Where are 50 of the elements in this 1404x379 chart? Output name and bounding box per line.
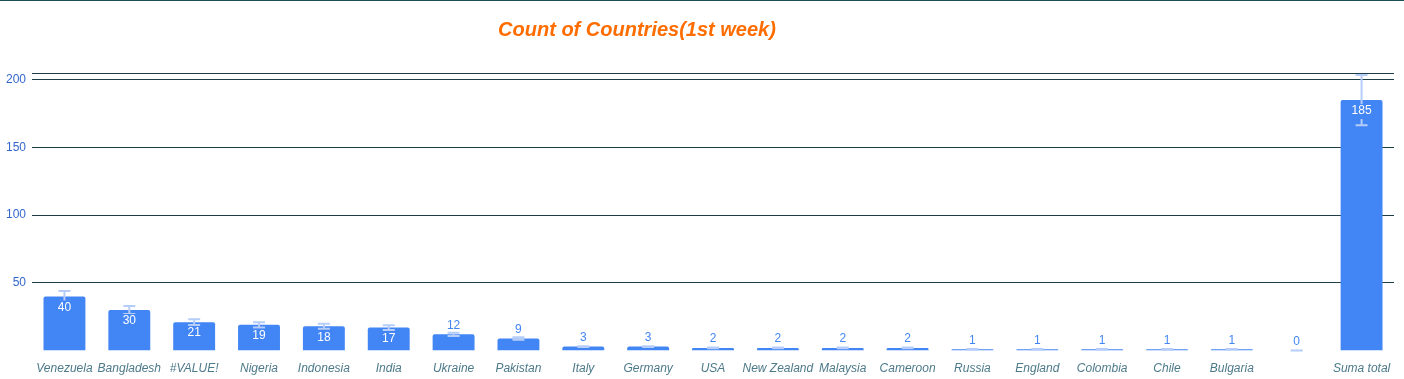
bar <box>43 296 86 351</box>
x-tick-label: New Zealand <box>742 361 814 376</box>
data-label: 12 <box>446 317 461 332</box>
data-label: 2 <box>774 331 782 346</box>
x-tick-label: Indonesia <box>297 361 351 376</box>
x-tick-label: Germany <box>623 361 674 376</box>
data-label: 185 <box>1351 103 1372 118</box>
data-label: 1 <box>1033 332 1041 347</box>
data-label: 17 <box>382 330 396 345</box>
data-label: 2 <box>904 331 912 346</box>
data-label: 21 <box>187 325 202 340</box>
x-tick-label: India <box>375 361 403 376</box>
x-tick-label: Chile <box>1153 361 1181 376</box>
x-tick-label: Malaysia <box>819 361 867 376</box>
data-label: 3 <box>579 329 587 344</box>
data-label: 0 <box>1293 333 1301 348</box>
bar <box>497 338 540 351</box>
data-label: 3 <box>644 329 652 344</box>
bar <box>432 334 475 351</box>
x-tick-label: Suma total <box>1332 361 1391 376</box>
x-tick-label: #VALUE! <box>169 361 220 376</box>
x-tick-label: Bangladesh <box>97 361 162 376</box>
data-label: 40 <box>57 299 72 314</box>
data-label: 18 <box>317 329 331 344</box>
data-label: 2 <box>709 331 717 346</box>
data-label: 2 <box>839 331 847 346</box>
x-tick-label: Cameroon <box>879 361 936 376</box>
x-tick-label: Italy <box>572 361 596 376</box>
data-label: 9 <box>515 321 523 336</box>
x-tick-label: Nigeria <box>240 361 279 376</box>
x-tick-label: Russia <box>954 361 992 376</box>
data-label: 1 <box>1163 332 1171 347</box>
x-tick-label: Pakistan <box>495 361 542 376</box>
x-tick-label: Ukraine <box>432 361 475 376</box>
x-tick-label: USA <box>700 361 726 376</box>
y-tick-label: 150 <box>5 139 27 154</box>
data-label: 19 <box>252 328 267 343</box>
y-tick-label: 100 <box>5 207 27 222</box>
y-tick-label: 50 <box>12 275 27 290</box>
chart-title: Count of Countries(1st week) <box>0 0 1404 53</box>
y-tick-label: 200 <box>5 72 27 87</box>
x-tick-label: Colombia <box>1076 361 1128 376</box>
bar <box>1340 100 1383 351</box>
data-label: 30 <box>122 313 137 328</box>
data-label: 1 <box>1098 332 1106 347</box>
data-label: 1 <box>969 332 977 347</box>
data-label: 1 <box>1228 332 1236 347</box>
x-tick-label: Bulgaria <box>1209 361 1255 376</box>
x-tick-label: Venezuela <box>36 361 93 376</box>
x-tick-label: England <box>1015 361 1060 376</box>
